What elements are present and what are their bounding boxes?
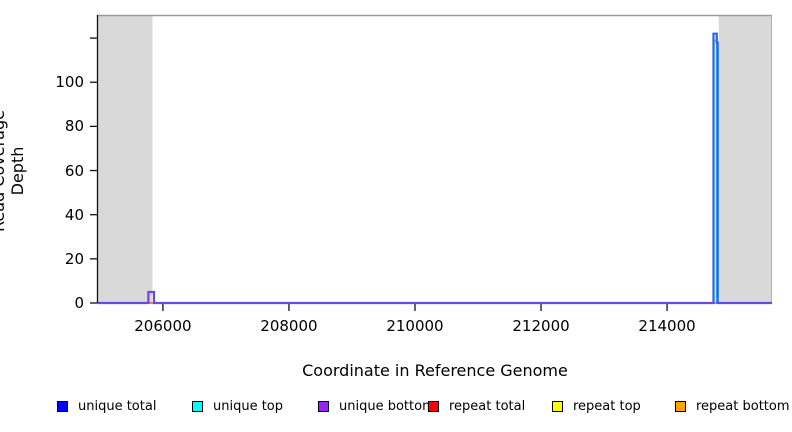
masked-region bbox=[718, 16, 772, 303]
x-tick-label: 210000 bbox=[386, 317, 444, 335]
x-tick-label: 208000 bbox=[260, 317, 318, 335]
y-tick-label: 80 bbox=[64, 117, 84, 136]
masked-region bbox=[98, 16, 153, 303]
series-unique-bottom bbox=[98, 291, 772, 304]
y-tick-label: 0 bbox=[74, 294, 84, 312]
series-unique-total bbox=[98, 32, 772, 305]
y-tick-label: 20 bbox=[64, 249, 84, 268]
y-tick-label: 100 bbox=[55, 73, 84, 92]
x-tick-label: 214000 bbox=[638, 317, 696, 335]
x-axis-title: Coordinate in Reference Genome bbox=[302, 361, 568, 380]
y-tick-label: 40 bbox=[64, 205, 84, 224]
x-tick-label: 206000 bbox=[134, 317, 192, 335]
y-axis-title: Read Coverage Depth bbox=[0, 110, 27, 232]
y-tick-label: 60 bbox=[64, 161, 84, 180]
x-tick-label: 212000 bbox=[512, 317, 570, 335]
